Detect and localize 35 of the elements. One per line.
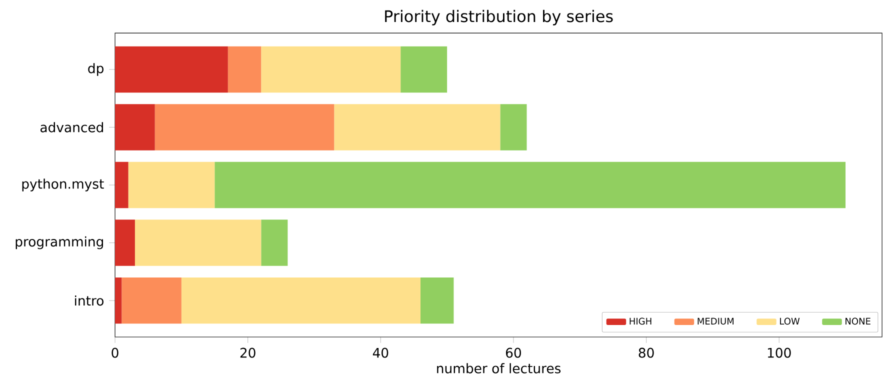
legend-label: HIGH [630,318,652,324]
bar [181,277,421,324]
x-axis-title: number of lectures [437,363,561,374]
bar [334,104,500,150]
bar [261,46,401,92]
bar [115,162,128,208]
legend-label: LOW [780,318,800,324]
x-tick-label: 20 [240,348,256,358]
bar [115,46,228,92]
bar [261,220,288,266]
bar [214,162,846,208]
bar [228,46,262,92]
x-tick-label: 40 [372,348,388,358]
bar [420,277,454,324]
bar [154,104,334,150]
bar [115,277,122,324]
bar [134,220,262,266]
bar [500,104,527,150]
y-tick-label: dp [88,62,104,76]
bar [128,162,215,208]
y-tick-label: python.myst [22,178,104,192]
bar [400,46,448,92]
y-tick-label: programming [16,236,104,250]
x-tick-label: 0 [112,348,118,358]
y-tick-label: intro [75,295,104,306]
bar [115,104,155,150]
bar [115,220,135,266]
legend-label: MEDIUM [698,318,734,324]
x-tick-label: 100 [768,348,791,358]
bar [122,277,182,324]
chart-title: Priority distribution by series [385,10,613,26]
x-tick-label: 60 [506,348,521,358]
legend-label: NONE [846,318,870,324]
y-tick-label: advanced [40,122,104,132]
x-tick-label: 80 [638,348,654,358]
